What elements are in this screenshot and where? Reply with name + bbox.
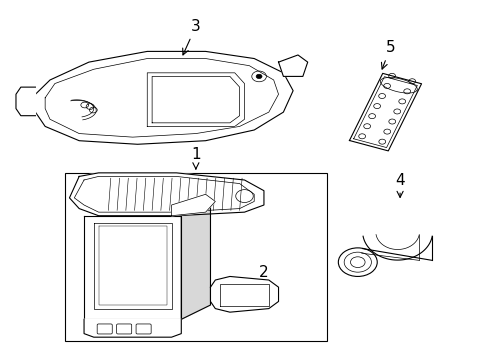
Polygon shape — [35, 51, 292, 144]
Polygon shape — [16, 87, 35, 116]
Text: 5: 5 — [381, 40, 394, 69]
Polygon shape — [147, 73, 244, 126]
Text: 3: 3 — [183, 19, 201, 55]
FancyBboxPatch shape — [136, 324, 151, 334]
Polygon shape — [349, 73, 421, 151]
Text: 4: 4 — [394, 172, 404, 197]
FancyBboxPatch shape — [97, 324, 112, 334]
Polygon shape — [181, 202, 210, 319]
Polygon shape — [69, 173, 264, 216]
FancyBboxPatch shape — [116, 324, 131, 334]
Polygon shape — [278, 55, 307, 76]
Text: 2: 2 — [247, 265, 268, 288]
Polygon shape — [210, 276, 278, 312]
Text: 1: 1 — [191, 148, 200, 169]
Polygon shape — [84, 319, 181, 337]
Polygon shape — [363, 235, 431, 260]
Circle shape — [256, 74, 262, 78]
Polygon shape — [171, 194, 215, 216]
Polygon shape — [84, 216, 181, 319]
Bar — [64, 173, 326, 341]
